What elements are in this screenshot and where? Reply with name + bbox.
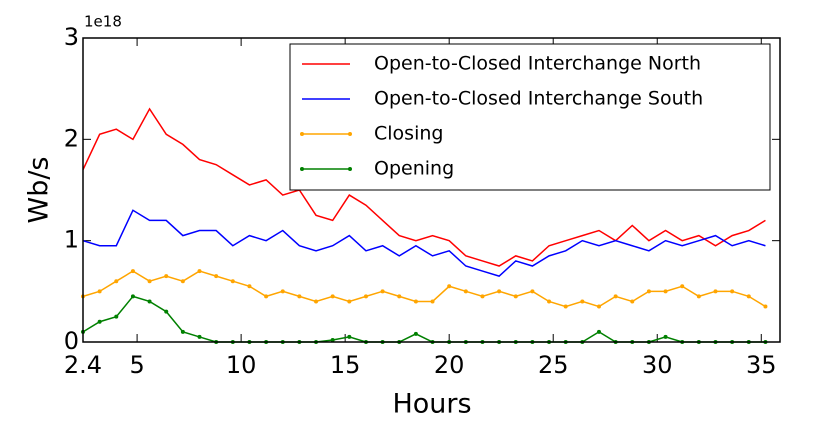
x-tick-label: 5 (129, 351, 144, 379)
plot-frame (82, 37, 781, 343)
series-line (82, 107, 766, 267)
point (164, 274, 169, 279)
point (713, 289, 718, 294)
point (663, 289, 668, 294)
point (497, 289, 502, 294)
point (147, 299, 152, 304)
point (180, 279, 185, 284)
point (513, 294, 518, 299)
x-tick-label: 10 (226, 351, 257, 379)
point (630, 299, 635, 304)
point (547, 299, 552, 304)
series-line (82, 270, 766, 308)
legend-marker (300, 132, 304, 136)
y-axis-label: Wb/s (24, 157, 55, 224)
series-line (82, 295, 766, 343)
point (230, 279, 235, 284)
legend-marker (348, 167, 352, 171)
x-axis-label: Hours (392, 389, 471, 420)
y-tick-label: 0 (64, 327, 79, 355)
point (130, 269, 135, 274)
point (247, 284, 252, 289)
point (596, 304, 601, 309)
point (347, 299, 352, 304)
point (746, 294, 751, 299)
point (330, 337, 335, 342)
point (430, 299, 435, 304)
point (280, 289, 285, 294)
point (663, 334, 668, 339)
point (114, 279, 119, 284)
point (596, 329, 601, 334)
legend-label: Opening (374, 158, 454, 180)
point (530, 289, 535, 294)
point (480, 294, 485, 299)
point (197, 334, 202, 339)
point (413, 299, 418, 304)
point (563, 304, 568, 309)
legend-box (289, 43, 771, 191)
point (97, 319, 102, 324)
point (97, 289, 102, 294)
legend-label: Open-to-Closed Interchange North (374, 53, 701, 75)
point (180, 329, 185, 334)
point (613, 294, 618, 299)
series-line (82, 209, 766, 277)
point (363, 294, 368, 299)
point (730, 289, 735, 294)
point (580, 299, 585, 304)
point (330, 294, 335, 299)
point (214, 274, 219, 279)
y-tick-label: 1 (64, 226, 79, 254)
y-tick-label: 2 (64, 124, 79, 152)
point (463, 289, 468, 294)
point (347, 334, 352, 339)
point (114, 314, 119, 319)
point (380, 289, 385, 294)
x-tick-label: 20 (434, 351, 465, 379)
point (763, 304, 768, 309)
point (164, 309, 169, 314)
x-tick-label: 2.4 (64, 351, 102, 379)
point (130, 294, 135, 299)
x-tick-label: 15 (330, 351, 361, 379)
x-tick-label: 35 (746, 351, 777, 379)
point (413, 331, 418, 336)
point (646, 289, 651, 294)
x-tick-label: 25 (538, 351, 569, 379)
point (397, 294, 402, 299)
point (447, 284, 452, 289)
point (197, 269, 202, 274)
legend-label: Open-to-Closed Interchange South (374, 88, 703, 110)
x-tick-label: 30 (642, 351, 673, 379)
point (680, 284, 685, 289)
y-tick-label: 3 (64, 23, 79, 51)
legend-label: Closing (374, 123, 443, 145)
point (147, 279, 152, 284)
point (314, 299, 319, 304)
legend-marker (348, 132, 352, 136)
offset-label: 1e18 (84, 13, 122, 31)
point (696, 294, 701, 299)
point (297, 294, 302, 299)
legend-marker (300, 167, 304, 171)
point (264, 294, 269, 299)
